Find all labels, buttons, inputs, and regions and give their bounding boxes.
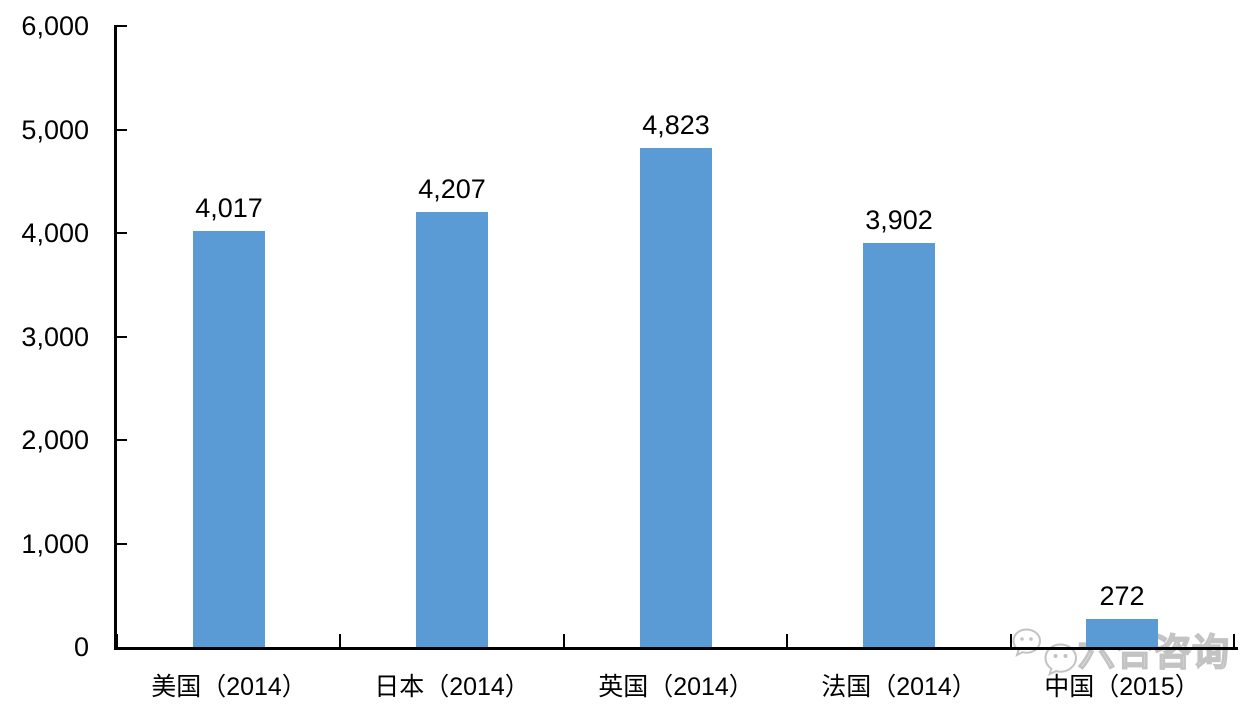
bar-1: [193, 231, 265, 647]
y-axis-tick: [117, 542, 127, 545]
bar-4: [863, 243, 935, 647]
y-axis-tick: [117, 232, 127, 234]
x-category-label: 英国（2014）: [598, 673, 754, 701]
y-axis-line: [114, 25, 117, 650]
y-axis-tick-label: 2,000: [21, 425, 89, 455]
bar-2: [416, 212, 488, 647]
bar-value-label: 4,207: [418, 174, 486, 204]
x-axis-tick: [562, 634, 565, 647]
x-category-label: 中国（2015）: [1044, 673, 1200, 701]
bar-3: [640, 148, 712, 647]
x-axis-tick: [786, 634, 789, 647]
y-axis-tick: [117, 25, 127, 27]
y-axis-tick-label: 6,000: [21, 11, 89, 41]
bar-value-label: 4,017: [195, 193, 263, 223]
x-category-label: 法国（2014）: [821, 673, 977, 701]
x-category-label: 美国（2014）: [151, 673, 307, 701]
bar-5: [1086, 619, 1158, 647]
y-axis-tick-label: 5,000: [21, 114, 89, 145]
y-axis-tick: [117, 335, 127, 338]
y-axis-tick: [117, 439, 127, 441]
bar-value-label: 272: [1099, 581, 1145, 611]
x-axis-tick: [116, 634, 118, 647]
x-category-label: 日本（2014）: [374, 673, 530, 701]
y-axis-tick-label: 3,000: [21, 321, 89, 352]
bar-value-label: 4,823: [642, 110, 710, 140]
y-axis-tick-label: 0: [73, 632, 89, 662]
y-axis-tick-label: 1,000: [21, 528, 89, 559]
x-axis-tick: [339, 634, 342, 647]
y-axis-tick: [117, 128, 127, 131]
x-axis-tick: [1009, 634, 1012, 647]
bar-value-label: 3,902: [865, 205, 933, 235]
x-axis-line: [114, 647, 1238, 650]
y-axis-tick-label: 4,000: [21, 218, 89, 248]
x-axis-tick: [1233, 634, 1235, 647]
